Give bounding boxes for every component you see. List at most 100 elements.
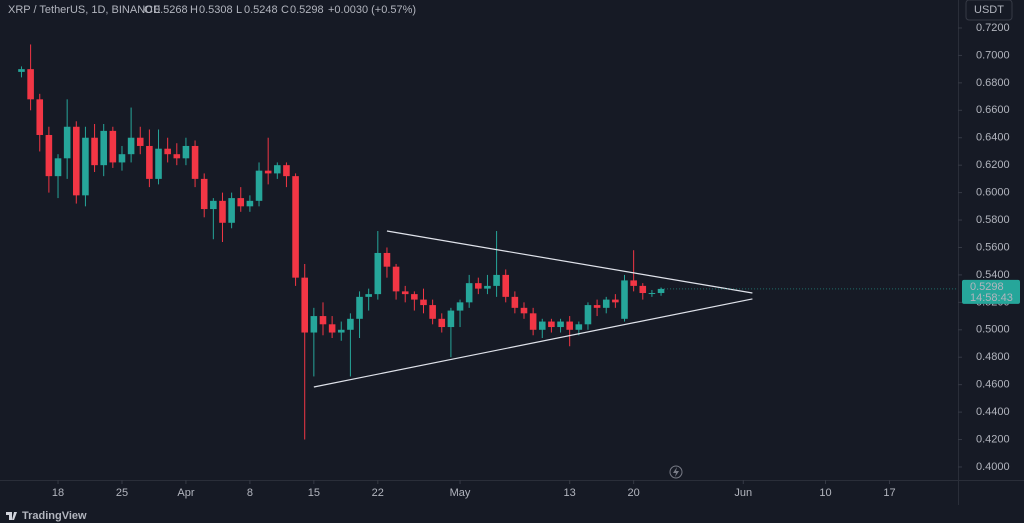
candle-body — [219, 200, 226, 223]
x-tick-label: 13 — [564, 487, 576, 499]
y-tick-label: 0.6800 — [976, 77, 1010, 89]
candle-body — [63, 126, 71, 159]
candle-body — [548, 321, 555, 328]
last-price-label: 0.5298 — [970, 281, 1004, 293]
x-tick-label: Apr — [177, 487, 194, 499]
ohlc-letter: L — [236, 4, 242, 16]
x-tick-label: 17 — [883, 487, 895, 499]
candle-body — [45, 134, 53, 177]
x-tick-label: 25 — [116, 487, 128, 499]
y-tick-label: 0.4000 — [976, 461, 1010, 473]
candle-body — [584, 305, 592, 325]
candle-body — [328, 324, 336, 333]
candle-body — [383, 252, 391, 267]
candle-body — [127, 137, 135, 155]
y-tick-label: 0.5000 — [976, 324, 1010, 336]
candle-body — [401, 291, 409, 295]
candle-body — [575, 324, 583, 330]
candle-body — [347, 318, 354, 330]
candle-body — [429, 305, 436, 319]
candles — [18, 44, 665, 440]
candle-body — [456, 302, 464, 311]
candle-body — [648, 293, 656, 295]
candle-body — [274, 165, 281, 174]
candle-body — [420, 299, 427, 306]
y-tick-label: 0.4200 — [976, 433, 1010, 445]
candle-body — [337, 329, 345, 333]
candle-body — [557, 321, 564, 328]
change-label: +0.0030 (+0.57%) — [328, 4, 416, 16]
y-tick-label: 0.5400 — [976, 269, 1010, 281]
icon-circle[interactable] — [669, 465, 683, 479]
brand-name[interactable]: TradingView — [22, 510, 87, 522]
candle-body — [264, 170, 272, 174]
candle-body — [73, 126, 80, 196]
candle-body — [520, 307, 528, 314]
y-tick-label: 0.5800 — [976, 214, 1010, 226]
candle-body — [612, 299, 619, 303]
candle-body — [566, 321, 573, 330]
brand[interactable]: TradingView — [6, 510, 87, 522]
ohlc-open: 0.5268 — [154, 4, 188, 16]
candle-body — [36, 99, 44, 135]
candle-body — [465, 283, 473, 303]
chart-title: XRP / TetherUS, 1D, BINANCE — [8, 4, 160, 16]
candle-body — [283, 165, 290, 177]
candle-body — [292, 176, 299, 278]
candle-body — [310, 316, 318, 333]
candle-body — [493, 274, 500, 286]
trendline — [386, 230, 753, 294]
y-tick-label: 0.4600 — [976, 379, 1010, 391]
header: XRP / TetherUS, 1D, BINANCE O 0.5268 H 0… — [8, 4, 416, 16]
candle-body — [411, 294, 418, 300]
currency-label[interactable]: USDT — [974, 4, 1004, 16]
candle-body — [136, 137, 144, 146]
candle-body — [91, 137, 98, 166]
candle-body — [182, 145, 190, 159]
currency-box[interactable] — [965, 0, 1013, 21]
candle-body — [301, 277, 309, 333]
ohlc-letter: H — [190, 4, 198, 16]
x-tick-label: 18 — [52, 487, 64, 499]
y-tick-label: 0.4400 — [976, 406, 1010, 418]
x-tick-label: 22 — [372, 487, 384, 499]
candle-body — [200, 178, 208, 210]
candle-body — [475, 283, 482, 289]
candle-body — [447, 310, 455, 328]
candle-body — [511, 296, 519, 308]
candle-body — [630, 280, 637, 286]
x-tick-label: 15 — [308, 487, 320, 499]
candle-body — [118, 154, 126, 163]
ohlc-close: 0.5298 — [290, 4, 324, 16]
icon-bolt[interactable] — [673, 467, 679, 477]
y-tick-label: 0.7000 — [976, 49, 1010, 61]
countdown-label: 14:58:43 — [970, 292, 1013, 304]
y-tick-label: 0.6600 — [976, 104, 1010, 116]
x-tick-label: 8 — [247, 487, 253, 499]
candle-body — [484, 285, 491, 289]
candle-body — [210, 200, 217, 210]
candle-body — [27, 69, 34, 100]
candle-body — [164, 148, 171, 155]
x-tick-label: May — [450, 487, 471, 499]
candle-body — [657, 288, 665, 294]
candle-body — [356, 296, 363, 319]
candle-body — [529, 313, 537, 330]
candle-body — [54, 158, 62, 177]
candle-body — [319, 316, 327, 325]
x-tick-label: Jun — [734, 487, 752, 499]
candle-body — [228, 198, 235, 223]
replay-icon[interactable] — [669, 465, 683, 479]
candle-body — [82, 137, 89, 196]
candle-body — [18, 69, 25, 72]
candle-body — [173, 154, 181, 159]
candle-body — [146, 145, 153, 179]
ohlc-letter: O — [144, 4, 153, 16]
candle-body — [374, 252, 382, 295]
candle-body — [621, 280, 628, 319]
brand-logo[interactable] — [6, 512, 17, 520]
y-tick-label: 0.6000 — [976, 187, 1010, 199]
candle-body — [639, 285, 647, 294]
y-tick-label: 0.6400 — [976, 132, 1010, 144]
